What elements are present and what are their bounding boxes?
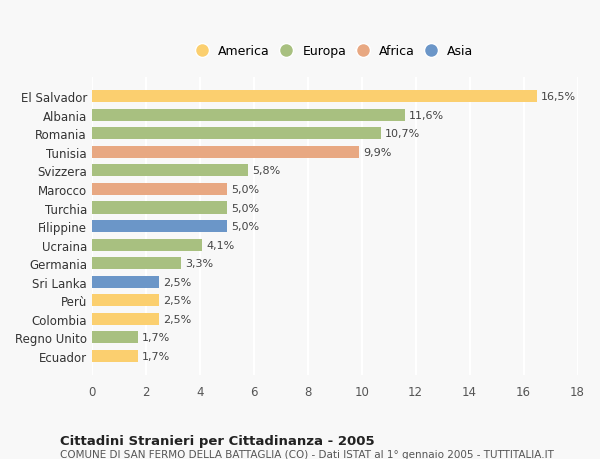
Text: 11,6%: 11,6% (409, 111, 444, 121)
Text: 2,5%: 2,5% (163, 314, 191, 324)
Legend: America, Europa, Africa, Asia: America, Europa, Africa, Asia (196, 45, 473, 58)
Text: 9,9%: 9,9% (363, 148, 391, 157)
Text: 5,0%: 5,0% (231, 185, 259, 195)
Bar (92, 146, 359, 159)
Text: 1,7%: 1,7% (142, 351, 170, 361)
Text: 2,5%: 2,5% (163, 296, 191, 305)
Bar (92, 331, 138, 343)
Text: 4,1%: 4,1% (206, 240, 235, 250)
Text: 5,8%: 5,8% (253, 166, 281, 176)
Bar (92, 276, 160, 288)
Text: 5,0%: 5,0% (231, 222, 259, 231)
Bar (92, 165, 248, 177)
Bar (92, 257, 181, 269)
Bar (92, 350, 138, 362)
Bar (92, 313, 160, 325)
Bar (92, 239, 202, 251)
Bar (92, 91, 537, 103)
Text: 1,7%: 1,7% (142, 332, 170, 342)
Bar (92, 110, 405, 122)
Bar (92, 295, 160, 307)
Bar (92, 202, 227, 214)
Bar (92, 220, 227, 233)
Text: 10,7%: 10,7% (385, 129, 420, 139)
Text: 5,0%: 5,0% (231, 203, 259, 213)
Text: 16,5%: 16,5% (541, 92, 576, 102)
Bar (92, 128, 380, 140)
Text: Cittadini Stranieri per Cittadinanza - 2005: Cittadini Stranieri per Cittadinanza - 2… (60, 434, 374, 447)
Text: 2,5%: 2,5% (163, 277, 191, 287)
Text: COMUNE DI SAN FERMO DELLA BATTAGLIA (CO) - Dati ISTAT al 1° gennaio 2005 - TUTTI: COMUNE DI SAN FERMO DELLA BATTAGLIA (CO)… (60, 449, 554, 459)
Bar (92, 184, 227, 196)
Text: 3,3%: 3,3% (185, 258, 213, 269)
